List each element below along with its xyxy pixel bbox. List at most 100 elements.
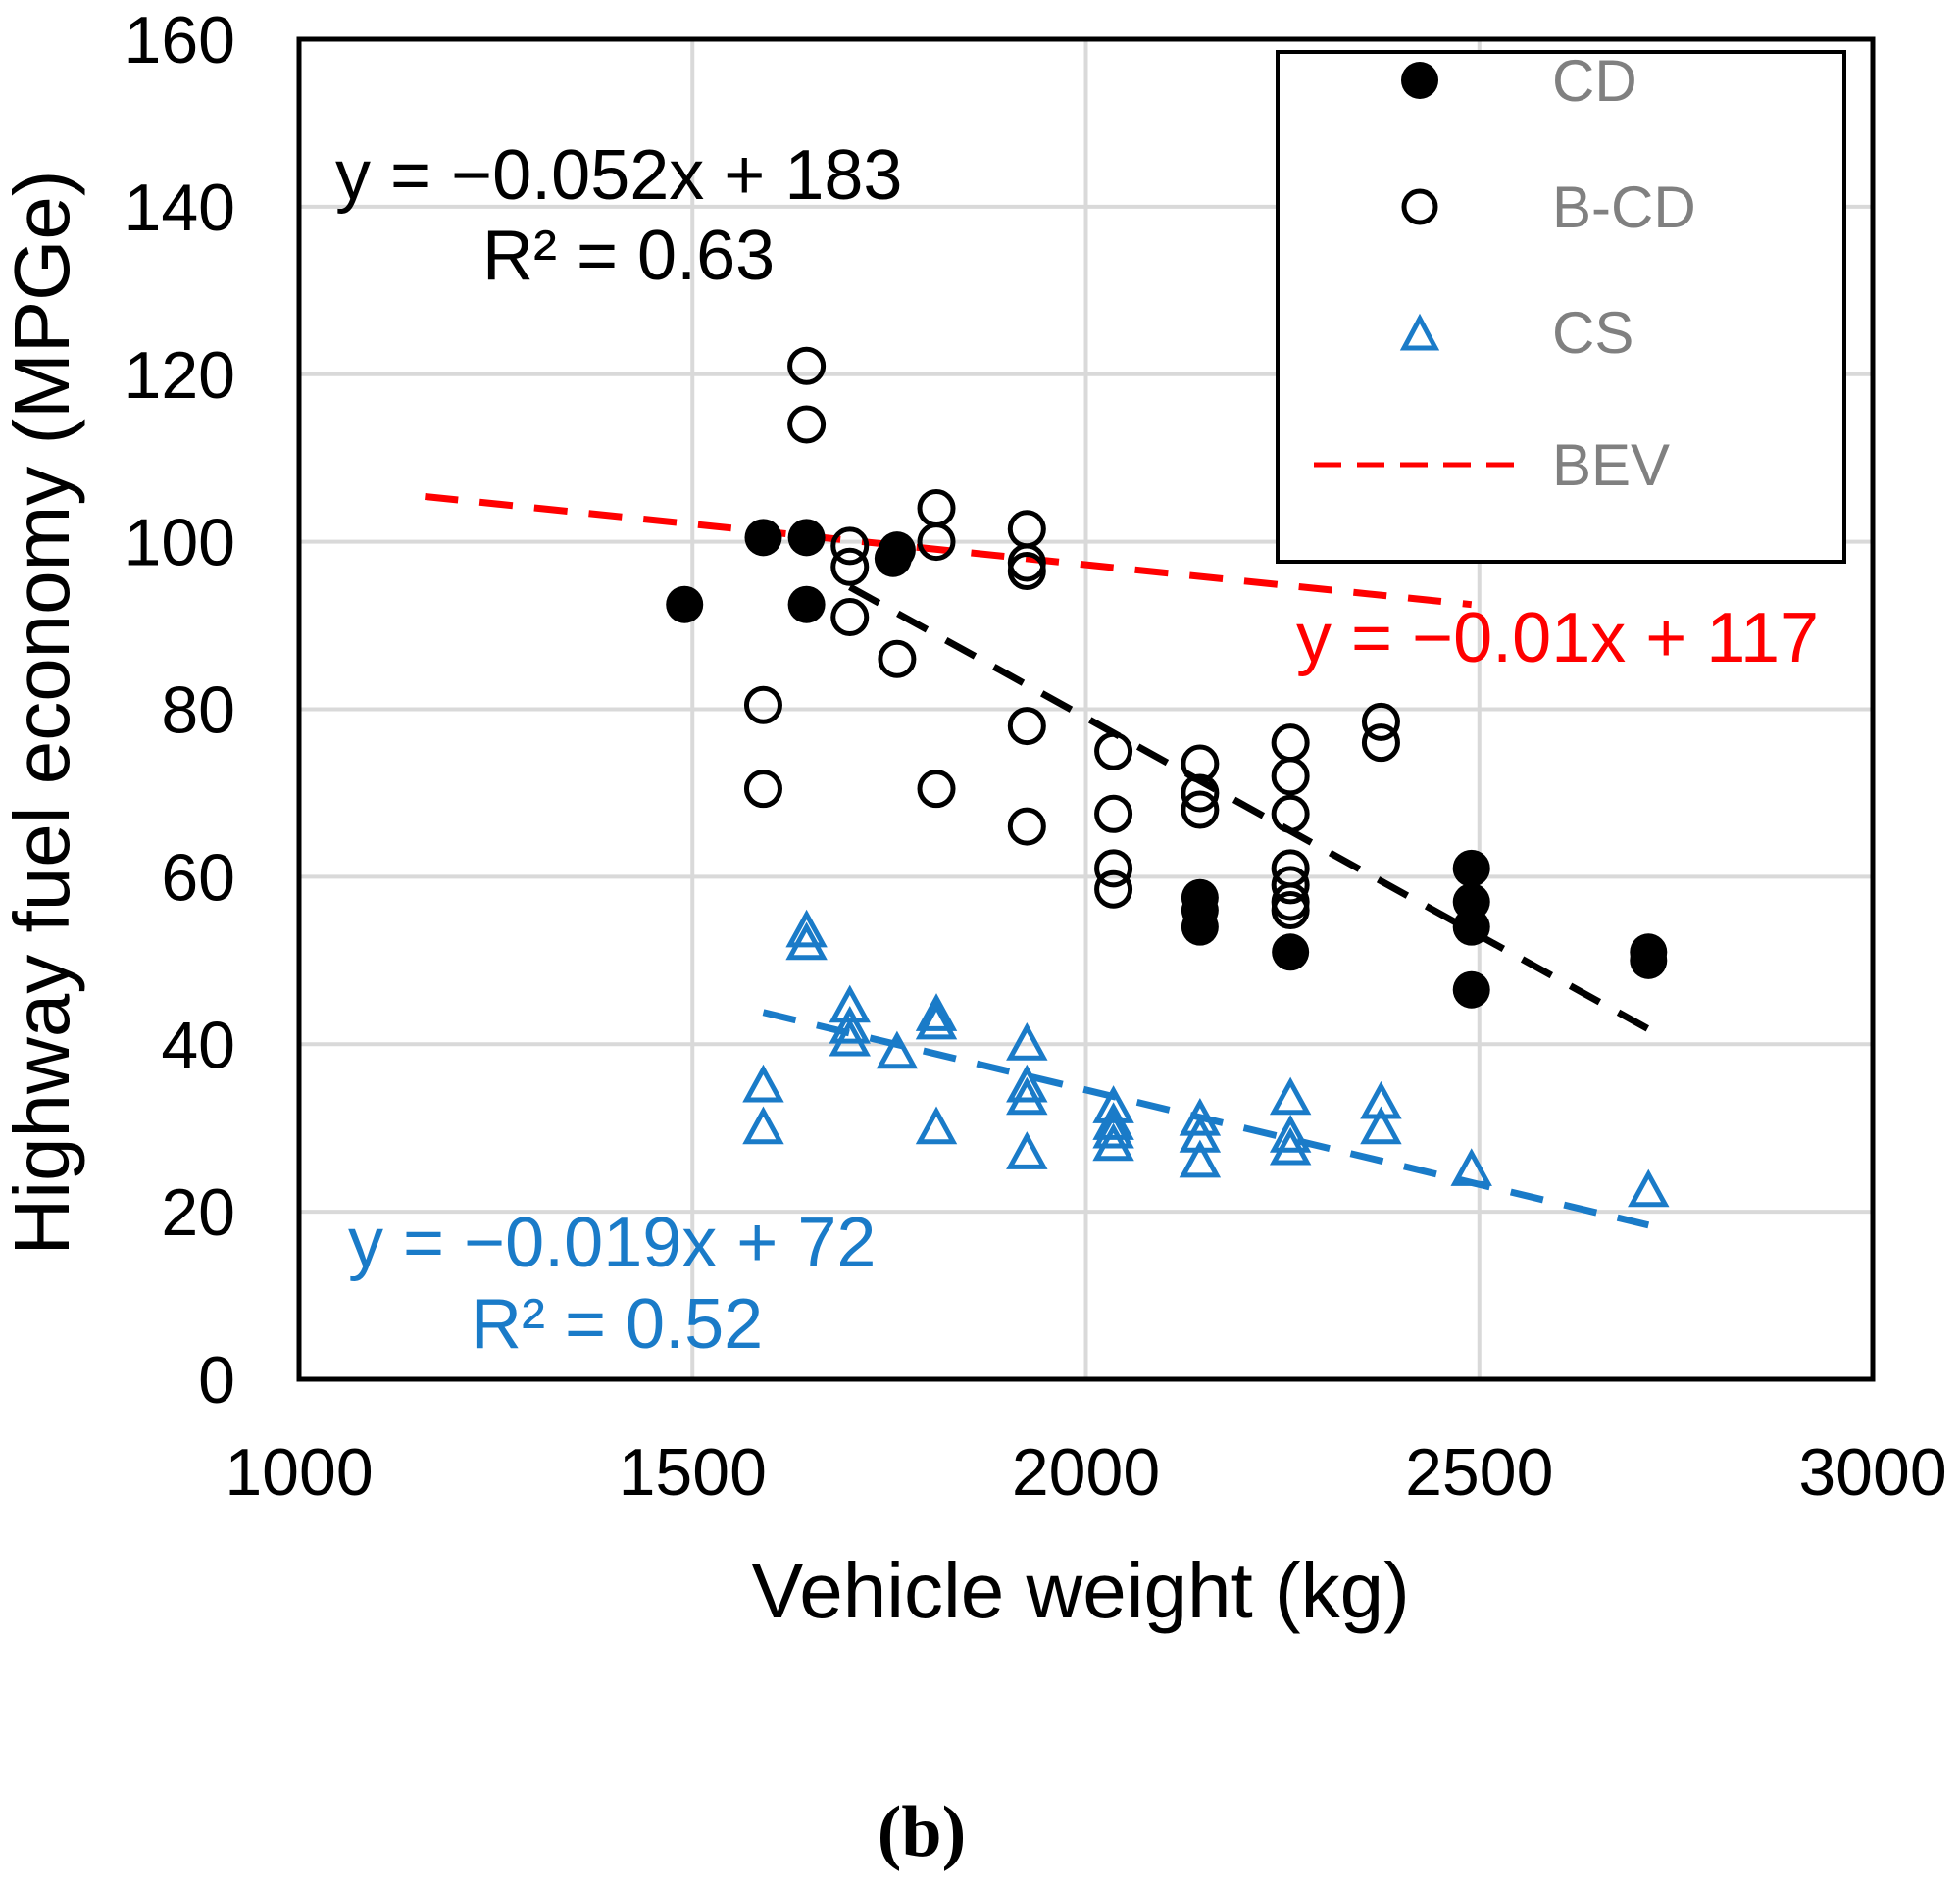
data-point-cs: [915, 1001, 958, 1040]
data-point-b-cd: [830, 547, 870, 586]
data-point-b-cd: [1271, 757, 1310, 796]
data-point-b-cd: [830, 598, 870, 637]
data-point-cs: [1006, 1131, 1048, 1169]
y-tick-label: 80: [161, 673, 235, 748]
data-point-b-cd: [1094, 849, 1133, 888]
tick-labels: 1000 1500 2000 2500 3000 0 20 40 60 80 100 120 140 16…: [125, 3, 1947, 1510]
data-point-b-cd: [787, 405, 827, 444]
y-tick-label: 140: [125, 171, 235, 245]
bev-trendline-equation: y = −0.01x + 117: [1296, 599, 1819, 677]
data-point-cs: [1628, 1168, 1670, 1208]
legend-box: [1276, 50, 1846, 564]
data-point-cd: [1630, 933, 1668, 971]
figure-caption: (b): [878, 1792, 966, 1872]
data-point-b-cd: [1094, 869, 1133, 909]
data-point-b-cd: [1007, 707, 1046, 746]
data-point-cd: [1452, 908, 1490, 946]
legend-label-cd: CD: [1552, 48, 1637, 114]
data-point-cs: [1360, 1106, 1402, 1145]
x-axis-title: Vehicle weight (kg): [751, 1547, 1409, 1634]
cd-trendline-r2: R² = 0.63: [482, 217, 775, 295]
data-point-cs: [1006, 1064, 1048, 1103]
data-point-cs: [1179, 1115, 1222, 1153]
data-point-cd: [787, 585, 826, 623]
data-point-b-cd: [1094, 731, 1133, 770]
data-point-cd: [1452, 849, 1490, 887]
legend-label-bcd: B-CD: [1552, 174, 1696, 240]
data-point-cs: [1269, 1076, 1312, 1116]
data-point-cd: [666, 585, 704, 623]
y-tick-label: 40: [161, 1008, 235, 1082]
data-point-cd: [878, 531, 916, 570]
trendline-cd-b-cd: [848, 583, 1650, 1032]
data-point-b-cd: [1271, 794, 1310, 833]
data-point-b-cd: [1361, 702, 1400, 741]
data-point-cs: [915, 1106, 958, 1145]
legend-label-bev: BEV: [1552, 432, 1670, 498]
data-point-b-cd: [743, 770, 782, 809]
data-point-cd: [1452, 970, 1490, 1009]
y-tick-label: 120: [125, 338, 235, 413]
data-point-b-cd: [830, 526, 870, 566]
data-point-cs: [742, 1064, 784, 1103]
data-point-cs: [1092, 1122, 1134, 1162]
data-point-b-cd: [1271, 891, 1310, 930]
data-point-cs: [1450, 1148, 1492, 1186]
data-point-cs: [915, 993, 958, 1031]
data-point-b-cd: [787, 346, 827, 385]
x-tick-label: 3000: [1798, 1435, 1946, 1510]
plot-area-border: [296, 36, 1876, 1382]
x-tick-label: 2000: [1012, 1435, 1160, 1510]
data-point-cd: [1181, 878, 1219, 917]
data-point-b-cd: [1007, 807, 1046, 846]
data-point-b-cd: [1361, 723, 1400, 763]
y-tick-label: 20: [161, 1175, 235, 1250]
data-points: [666, 346, 1670, 1208]
data-point-cd: [787, 519, 826, 557]
data-point-cd: [744, 519, 782, 557]
data-point-b-cd: [917, 488, 956, 527]
data-point-cs: [1092, 1110, 1134, 1149]
data-point-cs: [1179, 1097, 1222, 1136]
legend: CD B-CD CS BEV: [1276, 48, 1846, 564]
data-point-b-cd: [1094, 794, 1133, 833]
data-point-cs: [785, 921, 828, 961]
data-point-cd: [1272, 933, 1310, 971]
data-point-b-cd: [1007, 543, 1046, 582]
y-tick-label: 0: [198, 1343, 235, 1417]
data-point-b-cd: [1271, 866, 1310, 905]
y-tick-label: 100: [125, 506, 235, 580]
data-point-b-cd: [743, 685, 782, 724]
y-tick-label: 60: [161, 840, 235, 915]
data-point-cs: [1006, 1076, 1048, 1116]
data-point-cs: [1006, 1022, 1048, 1061]
legend-label-cs: CS: [1552, 300, 1633, 366]
cd-trendline-equation: y = −0.052x + 183: [335, 136, 902, 215]
data-point-cs: [1360, 1080, 1402, 1119]
data-point-b-cd: [917, 522, 956, 562]
data-point-b-cd: [1271, 723, 1310, 763]
data-point-cs: [829, 1018, 871, 1057]
legend-marker-cd: [1401, 62, 1438, 99]
data-point-cs: [1092, 1102, 1134, 1140]
data-point-cs: [1269, 1115, 1312, 1153]
y-axis-title: Highway fuel economy (MPGe): [0, 170, 85, 1255]
y-tick-label: 160: [125, 3, 235, 77]
cs-trendline-r2: R² = 0.52: [471, 1285, 763, 1364]
data-point-cs: [742, 1106, 784, 1145]
data-point-cs: [829, 1005, 871, 1044]
data-point-b-cd: [1181, 773, 1220, 813]
data-point-b-cd: [1181, 744, 1220, 783]
x-tick-label: 1500: [619, 1435, 767, 1510]
data-point-cs: [1179, 1139, 1222, 1178]
legend-marker-cs: [1399, 313, 1440, 351]
data-point-b-cd: [878, 639, 917, 678]
x-tick-label: 2500: [1405, 1435, 1553, 1510]
legend-marker-bcd: [1401, 188, 1438, 225]
data-point-cs: [876, 1030, 919, 1069]
data-point-b-cd: [917, 770, 956, 809]
data-point-cs: [1269, 1126, 1312, 1166]
data-point-cs: [785, 909, 828, 948]
